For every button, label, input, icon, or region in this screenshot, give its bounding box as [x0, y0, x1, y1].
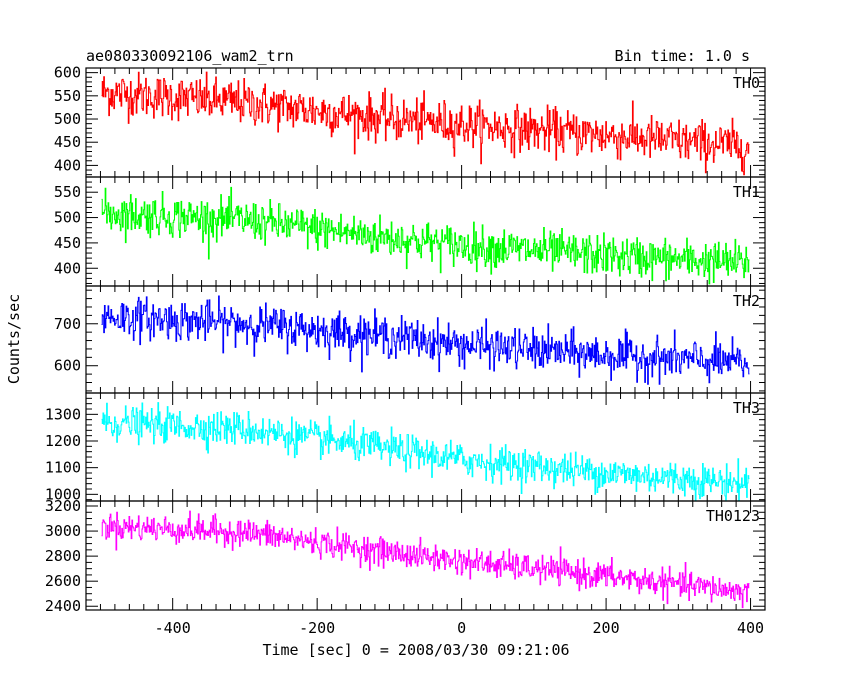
data-line-th1	[101, 186, 750, 285]
y-tick-label: 1200	[45, 432, 81, 450]
y-tick-label: 500	[54, 209, 81, 227]
y-tick-label: 3000	[45, 522, 81, 540]
y-tick-label: 450	[54, 133, 81, 151]
y-axis-label: Counts/sec	[5, 294, 23, 384]
panel-th2: 600 700 TH2	[54, 285, 766, 394]
y-tick-label: 450	[54, 234, 81, 252]
y-tick-label: 600	[54, 357, 81, 375]
data-line-th0123	[101, 510, 750, 609]
bin-time-label: Bin time: 1.0 s	[615, 47, 750, 65]
x-tick-label: -400	[155, 619, 191, 637]
data-line-th3	[101, 402, 750, 501]
y-tick-label: 500	[54, 110, 81, 128]
panel-label: TH2	[733, 292, 760, 310]
panel-th0: 400 450 500 550 600 TH0	[54, 64, 766, 178]
data-line-th0	[101, 71, 750, 176]
x-tick-label: -200	[299, 619, 335, 637]
panel-label: TH3	[733, 399, 760, 417]
panel-frame	[85, 500, 766, 611]
x-tick-label: 400	[737, 619, 764, 637]
x-tick-label: 0	[457, 619, 466, 637]
x-tick-label: 200	[593, 619, 620, 637]
data-line-th2	[101, 295, 750, 385]
y-tick-label: 400	[54, 156, 81, 174]
y-tick-label: 3200	[45, 497, 81, 515]
y-tick-label: 2600	[45, 572, 81, 590]
y-tick-label: 600	[54, 64, 81, 82]
panels-group: 400 450 500 550 600 TH0 400 450 500 550 TH1 600 700 T…	[45, 64, 766, 637]
y-tick-label: 1100	[45, 459, 81, 477]
panel-label: TH0	[733, 74, 760, 92]
panel-th0123: 2400 2600 2800 3000 3200 TH0123	[45, 497, 766, 615]
y-tick-label: 2800	[45, 547, 81, 565]
panel-frame	[85, 392, 766, 502]
panel-label: TH0123	[706, 507, 760, 525]
y-tick-label: 550	[54, 183, 81, 201]
x-axis-label: Time [sec] 0 = 2008/03/30 09:21:06	[262, 641, 569, 659]
y-tick-label: 550	[54, 87, 81, 105]
panel-frame	[85, 176, 766, 287]
y-tick-label: 400	[54, 259, 81, 277]
panel-th3: 1000 1100 1200 1300 TH3	[45, 392, 766, 503]
y-tick-label: 2400	[45, 597, 81, 615]
chart-title: ae080330092106_wam2_trn	[86, 47, 294, 65]
y-tick-label: 700	[54, 315, 81, 333]
y-tick-label: 1300	[45, 405, 81, 423]
panel-label: TH1	[733, 183, 760, 201]
panel-th1: 400 450 500 550 TH1	[54, 176, 766, 287]
y-tick-label: 1000	[45, 485, 81, 503]
